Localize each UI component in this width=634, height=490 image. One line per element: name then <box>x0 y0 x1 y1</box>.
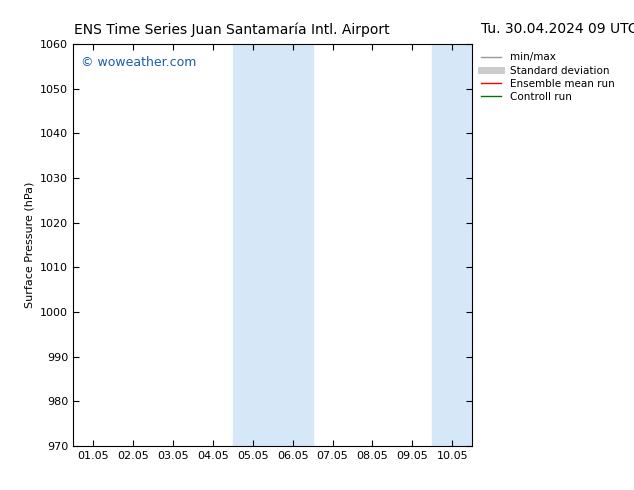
Text: ENS Time Series Juan Santamaría Intl. Airport: ENS Time Series Juan Santamaría Intl. Ai… <box>74 22 389 37</box>
Text: © woweather.com: © woweather.com <box>81 56 197 69</box>
Bar <box>233 44 273 446</box>
Text: Tu. 30.04.2024 09 UTC: Tu. 30.04.2024 09 UTC <box>481 22 634 36</box>
Bar <box>273 44 313 446</box>
Y-axis label: Surface Pressure (hPa): Surface Pressure (hPa) <box>24 182 34 308</box>
Legend: min/max, Standard deviation, Ensemble mean run, Controll run: min/max, Standard deviation, Ensemble me… <box>477 49 618 105</box>
Bar <box>432 44 472 446</box>
